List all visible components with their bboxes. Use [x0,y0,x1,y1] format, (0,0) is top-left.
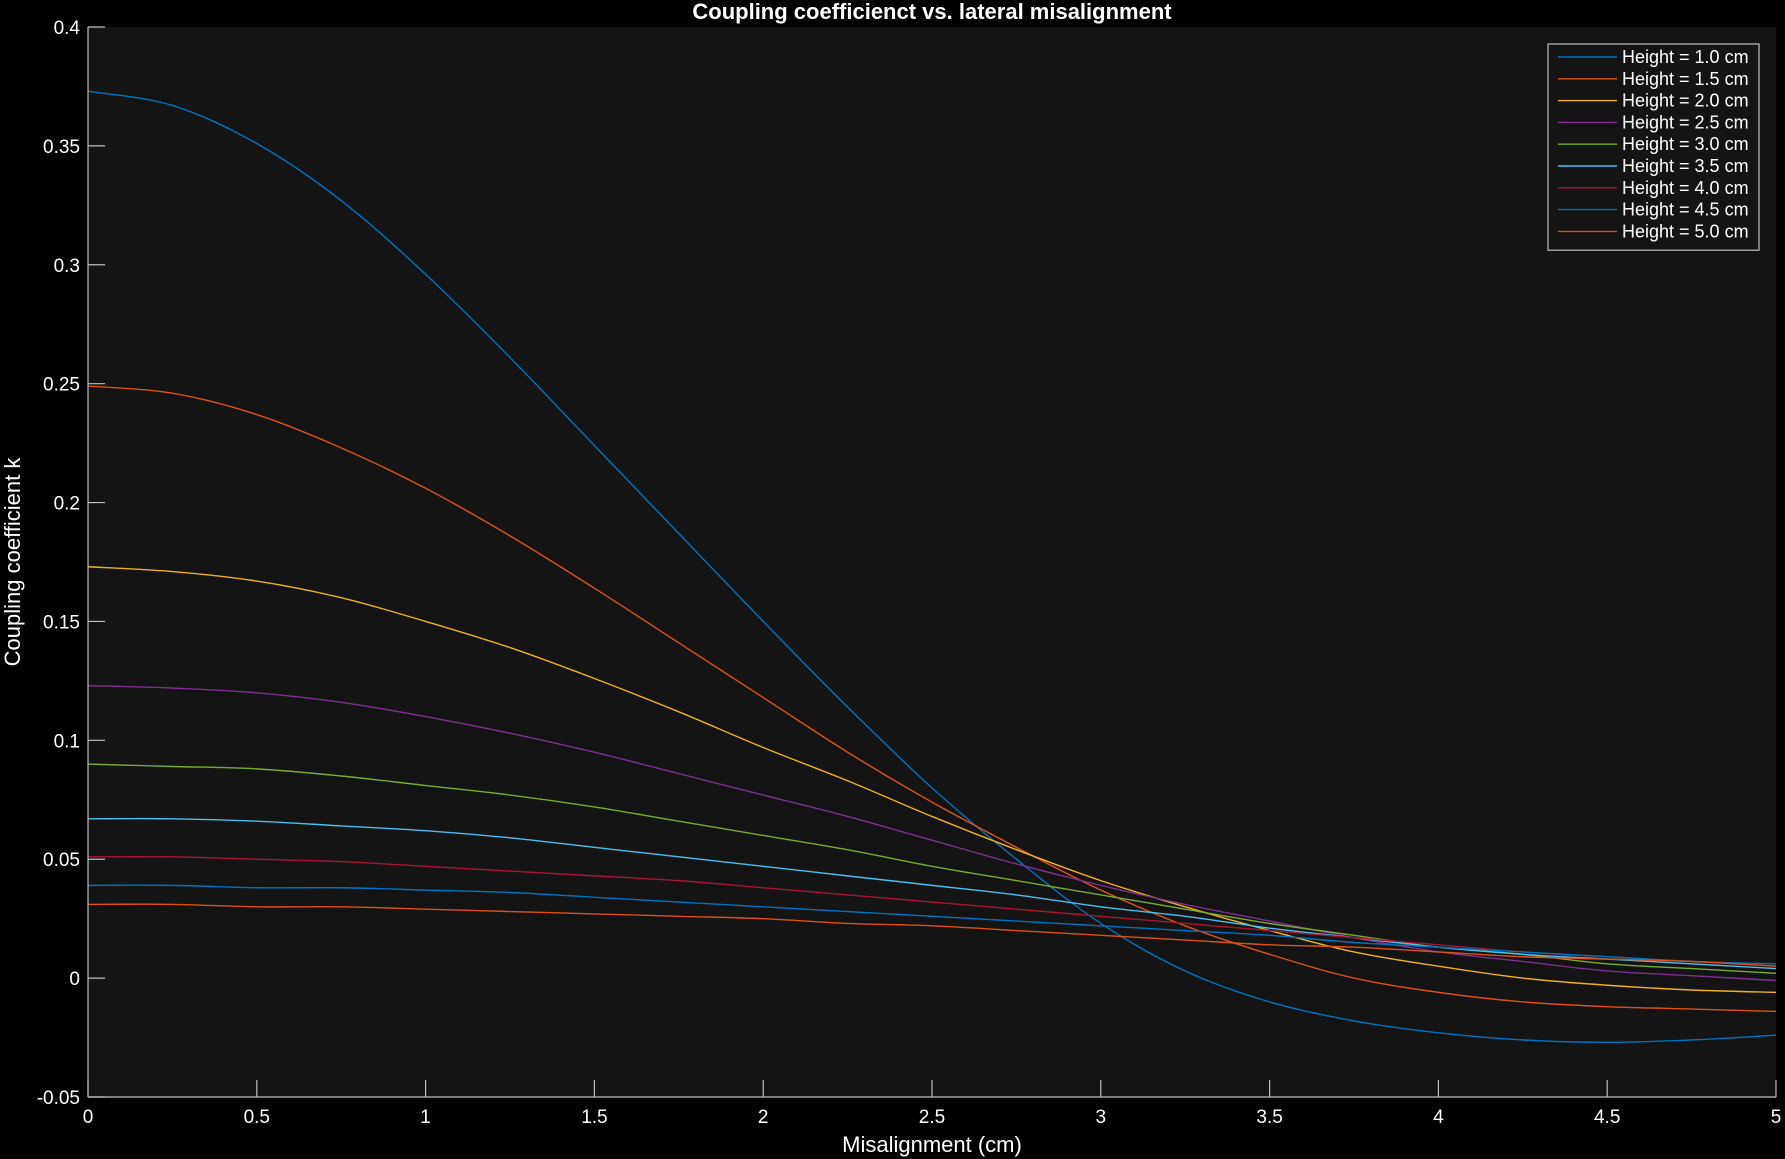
legend-label-3: Height = 2.0 cm [1622,91,1749,111]
chart-title: Coupling coefficienct vs. lateral misali… [692,0,1172,24]
x-tick-label: 4 [1433,1107,1444,1128]
y-tick-label: 0.15 [43,612,80,633]
x-tick-label: 2.5 [919,1107,945,1128]
x-tick-label: 3.5 [1256,1107,1282,1128]
legend-label-5: Height = 3.0 cm [1622,134,1749,154]
series-line-3 [87,566,1777,994]
x-tick-label: 0.5 [244,1107,270,1128]
y-tick-label: 0.05 [43,850,80,871]
y-tick-label: 0.3 [54,256,80,277]
legend-label-8: Height = 4.5 cm [1622,200,1749,220]
legend-label-1: Height = 1.0 cm [1622,47,1749,67]
series-line-8 [87,884,1777,965]
legend-label-7: Height = 4.0 cm [1622,178,1749,198]
y-tick-label: 0.35 [43,137,80,158]
series-line-2 [87,385,1777,1013]
x-tick-label: 2 [758,1107,769,1128]
y-tick-label: 0 [69,969,80,990]
x-tick-label: 5 [1771,1107,1782,1128]
x-tick-label: 3 [1096,1107,1107,1128]
series-layer [87,90,1777,1044]
y-tick-label: -0.05 [37,1088,80,1109]
plot-area [88,27,1776,1097]
series-line-6 [87,817,1777,970]
legend-label-6: Height = 3.5 cm [1622,156,1749,176]
legend-label-9: Height = 5.0 cm [1622,221,1749,241]
y-tick-label: 0.4 [54,18,81,39]
legend-label-2: Height = 1.5 cm [1622,69,1749,89]
x-tick-label: 1.5 [581,1107,607,1128]
series-line-1 [87,90,1777,1044]
legend-label-4: Height = 2.5 cm [1622,112,1749,132]
x-tick-label: 4.5 [1594,1107,1620,1128]
x-tick-label: 1 [420,1107,431,1128]
series-line-9 [87,903,1777,967]
y-tick-label: 0.25 [43,375,80,396]
ticks-layer: 0 0.5 1 1.5 2 2.5 3 3.5 4 4.5 5-0.0500.050.10.150.… [37,18,1782,1128]
x-tick-label: 0 [83,1107,94,1128]
y-axis-label: Coupling coefficient k [0,457,25,667]
y-tick-label: 0.2 [54,494,80,515]
y-tick-label: 0.1 [54,731,80,752]
x-axis-label: Misalignment (cm) [842,1132,1022,1157]
series-line-4 [87,684,1777,982]
